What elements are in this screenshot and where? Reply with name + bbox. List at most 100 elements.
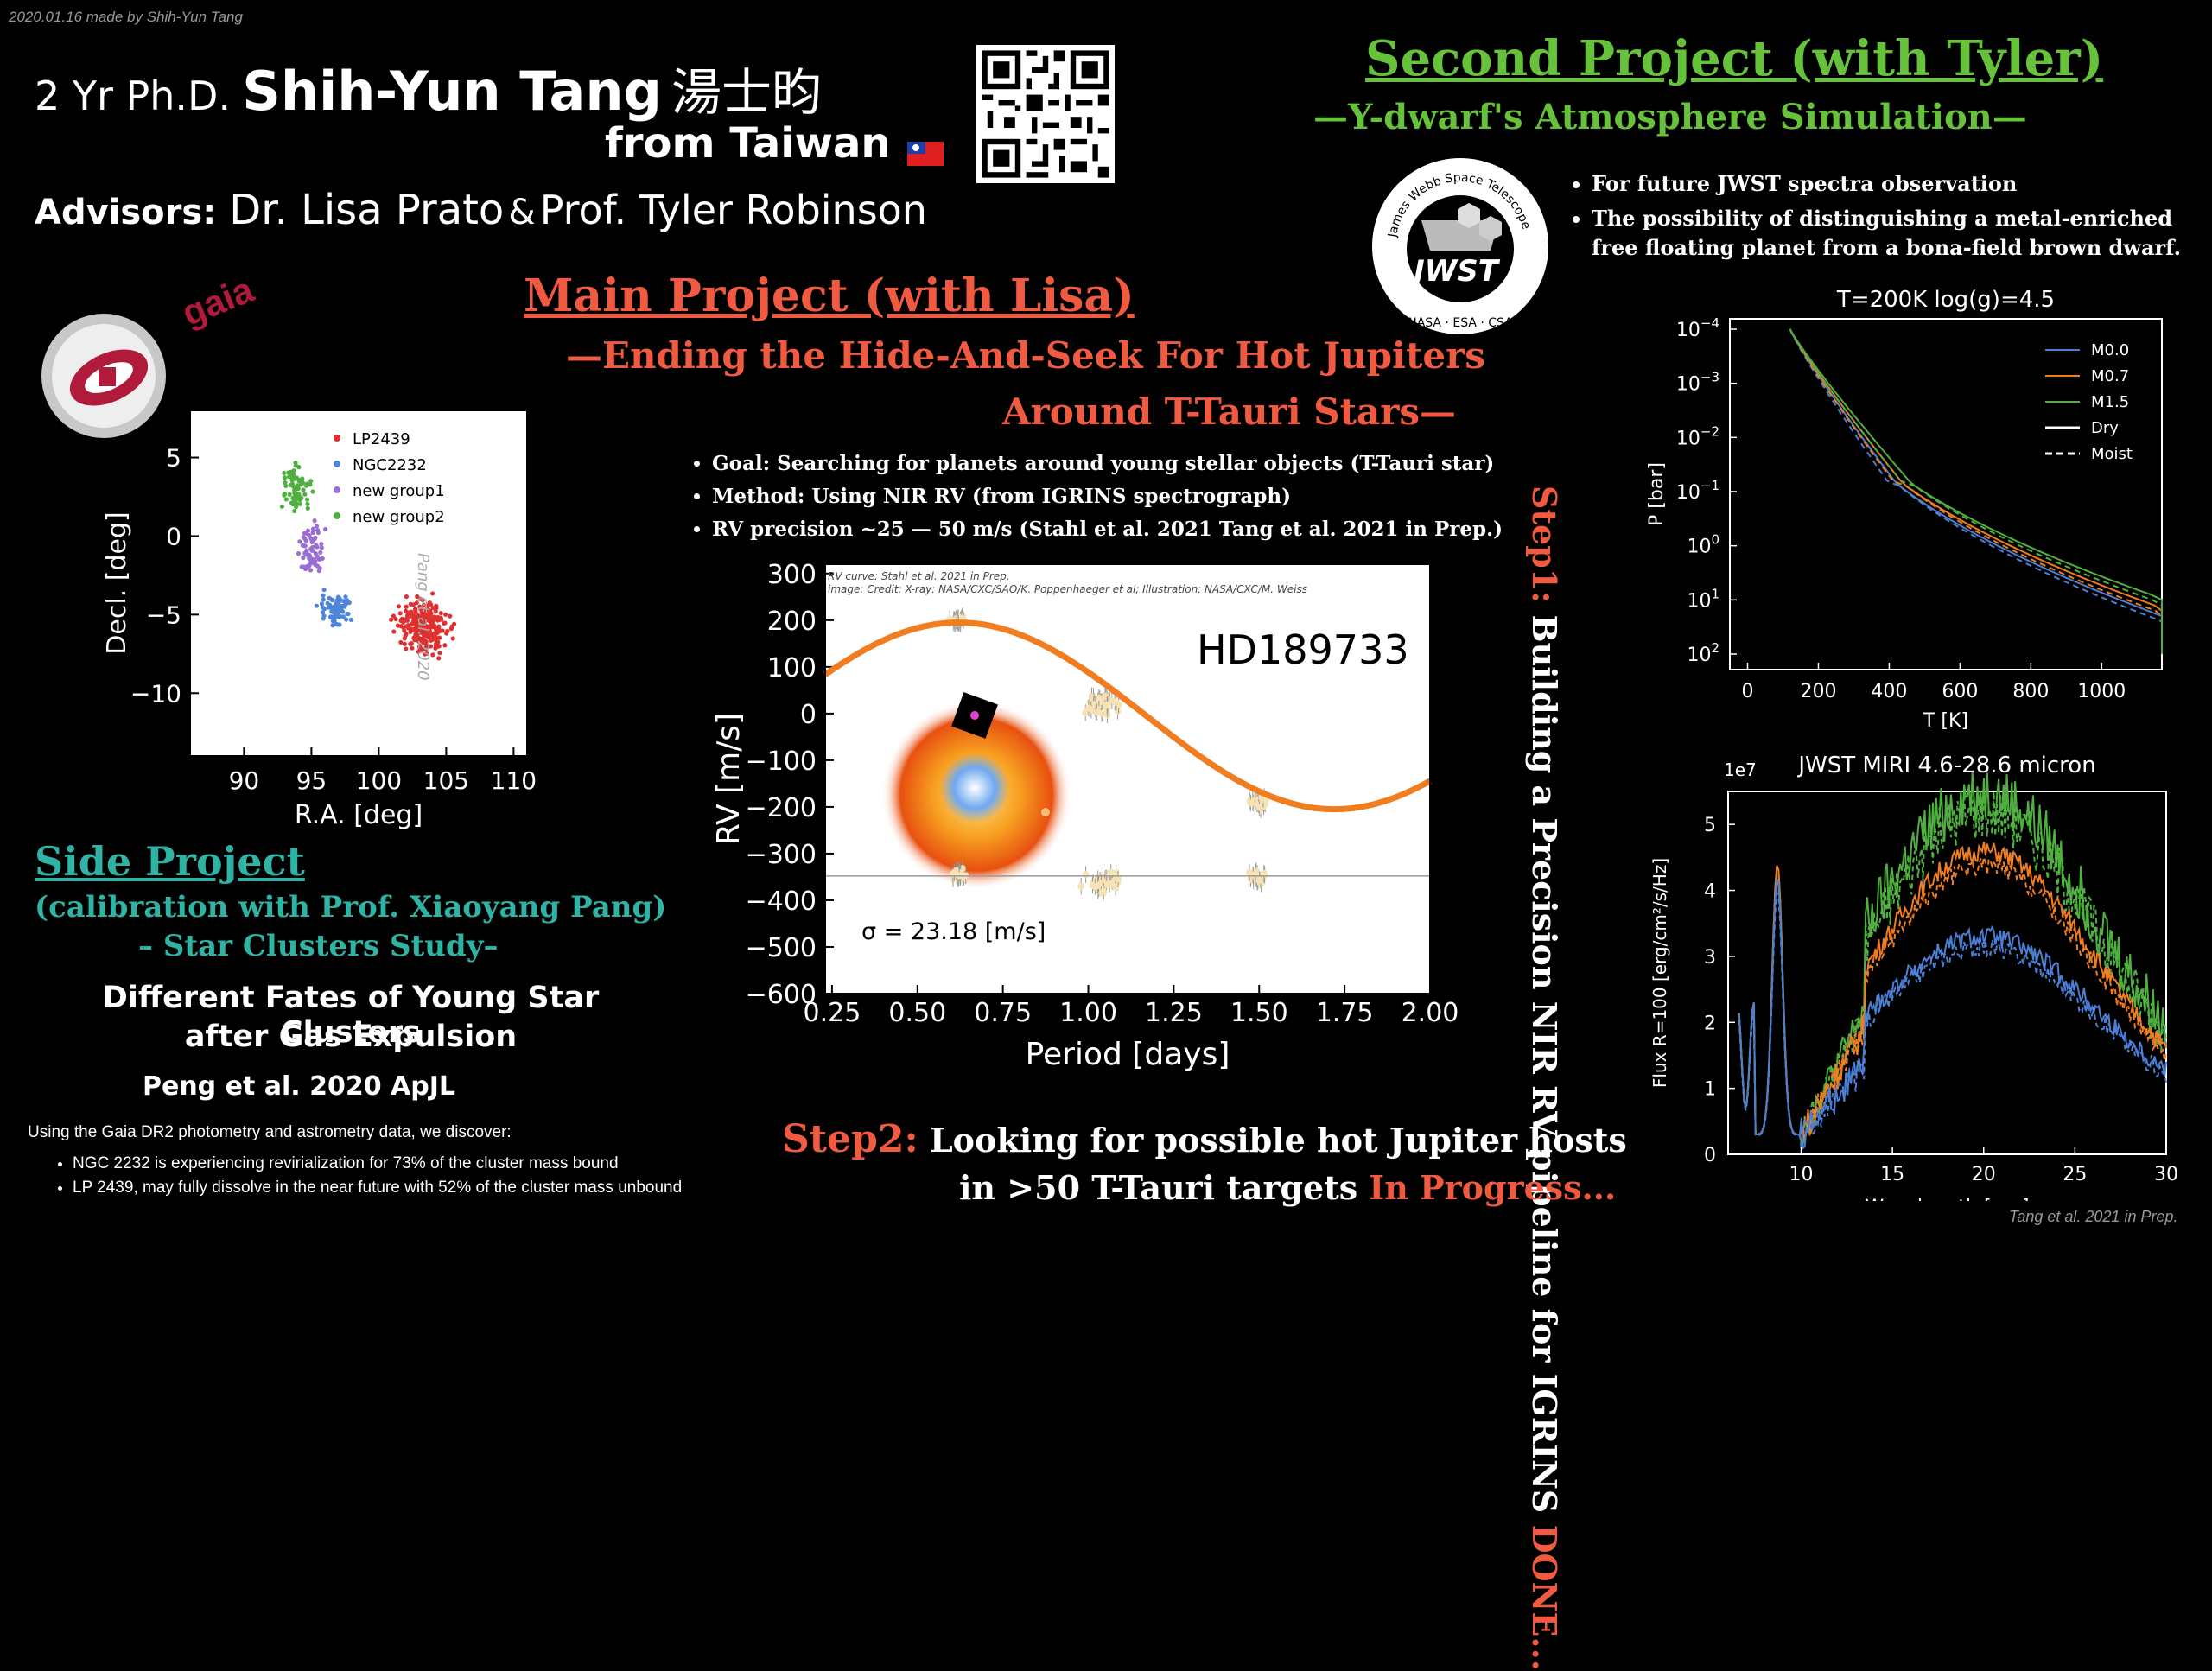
lp2439-point	[430, 652, 435, 658]
y-tick-label: −400	[746, 886, 817, 917]
step2-text-2: in >50 T-Tauri targets	[959, 1168, 1358, 1207]
lp2439-point	[418, 638, 423, 643]
step2-line-2: in >50 T-Tauri targets In Progress...	[959, 1168, 1616, 1207]
group2-point	[292, 508, 297, 514]
x-tick-label: 2.00	[1402, 998, 1459, 1028]
jwst-logo: James Webb Space Telescope JWST NASA · E…	[1370, 156, 1551, 337]
taiwan-flag-icon	[906, 141, 944, 166]
lp2439-point	[396, 604, 402, 609]
group1-point	[296, 550, 302, 556]
group2-point	[283, 483, 289, 489]
group2-point	[294, 504, 299, 510]
group1-point	[314, 524, 320, 529]
rv-point	[1112, 698, 1120, 706]
lp2439-point	[443, 612, 448, 617]
side-project-topic: – Star Clusters Study–	[138, 929, 499, 963]
lp2439-point	[393, 616, 398, 622]
x-tick-label: 10	[1789, 1164, 1814, 1185]
x-tick-label: 110	[491, 766, 537, 795]
group2-point	[302, 492, 308, 497]
spectrum-curve	[1738, 878, 2167, 1151]
x-tick-label: 0	[1741, 681, 1753, 702]
xray-core	[940, 753, 1009, 823]
group2-point	[296, 465, 302, 470]
rv-plot: 0.25 0.50 0.75 1.00 1.25 1.50 1.75 2.00 300 200 10…	[700, 560, 1460, 1080]
main-bullet: Goal: Searching for planets around young…	[712, 448, 1516, 480]
lp2439-point	[442, 643, 448, 648]
header-name-line: 2 Yr Ph.D. Shih-Yun Tang 湯士昀	[35, 52, 822, 124]
side-project-subtitle: (calibration with Prof. Xiaoyang Pang)	[35, 890, 667, 924]
paper-citation[interactable]: Peng et al. 2020 ApJL	[142, 1071, 456, 1102]
lp2439-point	[404, 646, 409, 651]
name: Shih-Yun Tang	[242, 60, 662, 123]
x-tick-label: 0.50	[888, 998, 946, 1028]
rv-point	[1260, 869, 1268, 877]
lp2439-point	[417, 604, 423, 609]
lp2439-point	[404, 604, 409, 609]
lp2439-point	[398, 639, 404, 645]
main-bullets: Goal: Searching for planets around young…	[683, 448, 1516, 546]
legend-marker	[334, 461, 340, 467]
ngc2232-point	[322, 606, 327, 612]
lp2439-point	[423, 627, 429, 633]
gaia-logo-icon	[41, 314, 166, 438]
ngc2232-point	[333, 608, 338, 613]
lp2439-point	[437, 651, 442, 656]
second-project-subtitle: —Y-dwarf's Atmosphere Simulation—	[1313, 97, 2027, 137]
x-tick-label: 95	[296, 766, 327, 795]
group1-point	[313, 551, 318, 556]
lp2439-point	[416, 649, 422, 654]
lp2439-point	[434, 637, 439, 642]
cluster-credit: Pang et al. 2020	[414, 553, 432, 681]
pt-plot: M0.0 M0.7 M1.5 Dry Moist T=200K log(g)=4.5 0 2…	[1624, 270, 2177, 736]
gaia-logo-text: gaia	[176, 269, 259, 334]
group2-point	[279, 504, 285, 509]
lp2439-point	[428, 644, 434, 649]
group2-point	[304, 497, 310, 502]
group2-point	[310, 489, 315, 494]
y-tick-label: −100	[746, 747, 817, 777]
legend-label: new group2	[353, 508, 445, 526]
rv-plot-svg: 0.25 0.50 0.75 1.00 1.25 1.50 1.75 2.00 300 200 10…	[711, 560, 1459, 1072]
group1-point	[313, 535, 318, 541]
x-tick-label: 0.75	[974, 998, 1032, 1028]
side-bullet: NGC 2232 is experiencing revirialization…	[73, 1154, 738, 1173]
lp2439-point	[442, 620, 447, 626]
group2-point	[294, 485, 299, 491]
lp2439-point	[405, 613, 410, 619]
main-project-subtitle-2: Around T-Tauri Stars—	[1002, 391, 1456, 433]
group2-point	[308, 479, 314, 484]
spectrum-curve	[1738, 856, 2167, 1138]
legend-label: NGC2232	[353, 456, 427, 474]
lp2439-point	[414, 629, 419, 634]
second-bullets: For future JWST spectra observation The …	[1562, 169, 2212, 263]
jwst-logo-text: JWST	[1408, 254, 1501, 289]
paper-title-1: Different Fates of Young Star Clusters	[102, 981, 600, 1050]
x-tick-label: 1.00	[1059, 998, 1117, 1028]
pt-curve	[1789, 328, 2163, 654]
x-axis-label: T [K]	[1923, 710, 1968, 732]
lp2439-point	[409, 626, 414, 632]
group1-point	[310, 526, 315, 531]
group1-point	[302, 531, 308, 536]
side-bullet: LP 2439, may fully dissolve in the near …	[73, 1179, 738, 1198]
y-tick-label: 0	[800, 700, 817, 730]
x-axis-label: R.A. [deg]	[295, 800, 423, 830]
x-tick-label: 1000	[2077, 681, 2126, 702]
lp2439-point	[403, 633, 408, 639]
group1-point	[299, 564, 304, 569]
step1-text: Building a Precision NIR RV pipeline for…	[1525, 614, 1564, 1514]
y-tick-label: −300	[746, 840, 817, 870]
pt-curve	[1789, 328, 2163, 654]
lp2439-point	[421, 602, 426, 607]
rv-sigma-label: σ = 23.18 [m/s]	[861, 918, 1046, 945]
ngc2232-point	[340, 614, 346, 619]
rv-target-label: HD189733	[1197, 626, 1409, 673]
x-tick-label: 0.25	[804, 998, 861, 1028]
ampersand: &	[508, 193, 536, 232]
group2-point	[303, 483, 309, 488]
y-tick-label: 5	[1704, 815, 1716, 836]
group1-point	[320, 556, 325, 561]
qr-code-icon[interactable]	[976, 45, 1115, 183]
ngc2232-point	[329, 597, 334, 603]
